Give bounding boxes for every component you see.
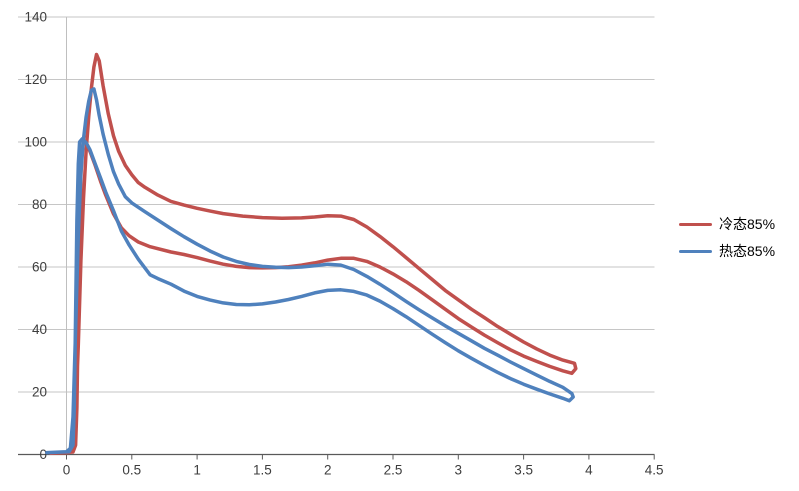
legend-item-hot: 热态85% [679, 242, 775, 260]
y-tick-label: 100 [24, 135, 47, 150]
y-tick-label: 120 [24, 72, 47, 87]
y-tick-label: 80 [32, 197, 47, 212]
gridlines [18, 16, 655, 456]
x-tick-label: 4.5 [645, 463, 664, 478]
legend-label-hot: 热态85% [719, 243, 776, 259]
x-tick-label: 1 [193, 463, 201, 478]
x-tick-label: 2.5 [384, 463, 403, 478]
legend-line-swatch-hot [679, 249, 712, 253]
series-line-1 [45, 87, 575, 455]
x-axis-ticks: 0 0.5 1 1.5 2 2.5 3 3.5 4 4.5 [63, 454, 664, 478]
x-tick-label: 1.5 [253, 463, 272, 478]
x-tick-label: 0 [63, 463, 71, 478]
x-tick-label: 0.5 [122, 463, 141, 478]
y-tick-label: 0 [39, 447, 47, 462]
legend-item-cold: 冷态85% [679, 215, 775, 233]
x-tick-label: 3 [455, 463, 463, 478]
y-tick-label: 140 [24, 10, 47, 25]
legend: 冷态85% 热态85% [679, 215, 775, 260]
y-axis-labels: 0 20 40 60 80 100 120 140 [24, 10, 47, 463]
series-line-0 [49, 52, 578, 456]
x-tick-label: 4 [585, 463, 593, 478]
y-tick-label: 20 [32, 385, 47, 400]
y-tick-label: 40 [32, 322, 47, 337]
x-tick-label: 2 [324, 463, 332, 478]
y-tick-label: 60 [32, 260, 47, 275]
x-tick-label: 3.5 [514, 463, 533, 478]
legend-label-cold: 冷态85% [719, 216, 776, 232]
legend-line-swatch-cold [679, 222, 712, 226]
